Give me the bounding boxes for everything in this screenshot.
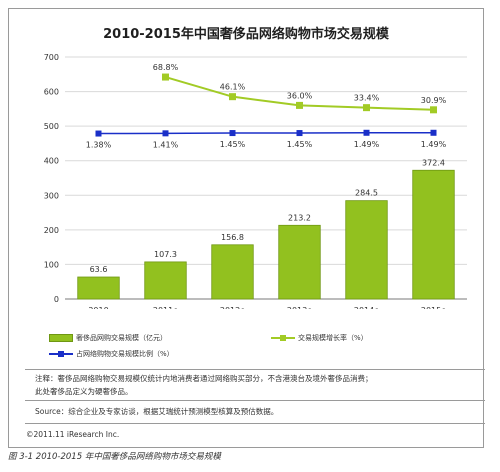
share-line <box>98 132 434 135</box>
divider <box>25 423 485 424</box>
growth-rate-label: 36.0% <box>287 91 313 100</box>
y-tick-label: 400 <box>44 157 59 166</box>
bar <box>144 261 187 300</box>
legend-item-bar: 奢侈品网购交易规模（亿元） <box>49 333 167 343</box>
x-tick-label: 2014e <box>354 306 379 309</box>
x-tick-label: 2013e <box>287 306 312 309</box>
bar-value-label: 372.4 <box>422 158 445 167</box>
growth-rate-label: 68.8% <box>153 63 179 72</box>
share-label: 1.38% <box>86 141 112 150</box>
growth-rate-label: 30.9% <box>421 96 447 105</box>
x-tick-label: 2012e <box>220 306 245 309</box>
legend-share-swatch <box>49 351 73 357</box>
legend-growth-swatch <box>271 335 295 341</box>
share-label: 1.41% <box>153 140 179 149</box>
note-line-2: 此处奢侈品定义为硬奢侈品。 <box>35 387 133 396</box>
bar <box>211 244 254 300</box>
share-point <box>162 130 169 137</box>
growth-rate-point <box>363 104 370 112</box>
legend-bar-label: 奢侈品网购交易规模（亿元） <box>76 334 167 342</box>
bar-value-label: 284.5 <box>355 189 378 198</box>
legend-share-label: 占网络购物交易规模比例（%） <box>76 350 174 358</box>
y-tick-label: 600 <box>44 88 59 97</box>
share-label: 1.49% <box>354 140 380 149</box>
bar-value-label: 63.6 <box>90 265 108 274</box>
x-tick-label: 2015e <box>421 306 446 309</box>
legend-item-share: 占网络购物交易规模比例（%） <box>49 349 174 359</box>
x-tick-label: 2011e <box>153 306 178 309</box>
bar <box>412 169 455 300</box>
growth-rate-point <box>430 106 437 114</box>
share-label: 1.45% <box>220 140 246 149</box>
share-label: 1.45% <box>287 140 313 149</box>
growth-rate-point <box>229 93 236 101</box>
growth-rate-label: 46.1% <box>220 83 246 92</box>
y-tick-label: 500 <box>44 122 59 131</box>
legend-growth-label: 交易规模增长率（%） <box>298 334 368 342</box>
chart-plot: 0 100 200 300 400 500 600 700 63.6 107.3 156.8 213.… <box>44 53 467 309</box>
legend-bar-swatch <box>49 334 73 342</box>
y-tick-label: 300 <box>44 191 59 200</box>
y-tick-label: 100 <box>44 260 59 269</box>
y-tick-label: 200 <box>44 226 59 235</box>
growth-rate-point <box>162 73 169 81</box>
divider <box>25 369 485 370</box>
bar-value-label: 156.8 <box>221 233 244 242</box>
share-point <box>95 130 102 137</box>
bar <box>77 276 120 300</box>
legend-item-growth: 交易规模增长率（%） <box>271 333 368 343</box>
x-tick-label: 2010 <box>88 306 108 309</box>
growth-rate-label: 33.4% <box>354 94 380 103</box>
bar <box>278 224 321 300</box>
copyright: ©2011.11 iResearch Inc. <box>26 430 120 439</box>
divider <box>25 400 485 401</box>
figure-caption: 图 3-1 2010-2015 年中国奢侈品网络购物市场交易规模 <box>8 452 221 462</box>
source-note: Source：综合企业及专家访谈，根据艾瑞统计预测模型核算及预估数据。 <box>35 407 279 416</box>
growth-rate-point <box>296 101 303 109</box>
chart-frame: 2010-2015年中国奢侈品网络购物市场交易规模 0 100 200 300 400 5… <box>8 8 485 448</box>
note-line-1: 注释：奢侈品网络购物交易规模仅统计内地消费者通过网络购买部分，不含港澳台及境外奢… <box>35 374 373 383</box>
share-point <box>229 130 236 137</box>
chart-title: 2010-2015年中国奢侈品网络购物市场交易规模 <box>103 27 389 42</box>
y-tick-label: 700 <box>44 53 59 62</box>
y-tick-label: 0 <box>54 295 59 304</box>
share-point <box>430 129 437 136</box>
bar-value-label: 107.3 <box>154 250 177 259</box>
share-point <box>363 129 370 136</box>
bar-value-label: 213.2 <box>288 213 311 222</box>
bar <box>345 200 388 300</box>
share-label: 1.49% <box>421 140 447 149</box>
share-point <box>296 130 303 137</box>
